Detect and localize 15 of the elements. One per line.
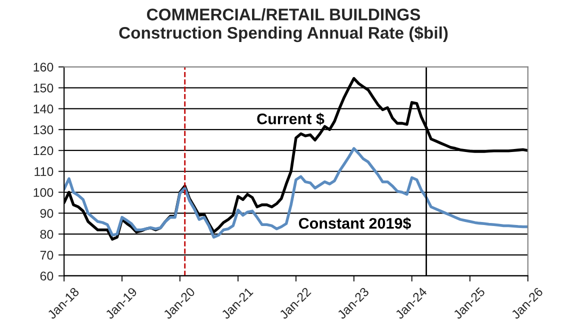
chart-title: COMMERCIAL/RETAIL BUILDINGS Construction Spending Annual Rate ($bil) xyxy=(119,8,448,42)
y-tick-label: 120 xyxy=(34,146,54,156)
y-tick-label: 110 xyxy=(34,167,54,176)
y-tick-label: 70 xyxy=(40,250,54,260)
y-tick-label: 80 xyxy=(40,230,54,239)
series-label: Constant 2019$ xyxy=(298,217,412,230)
y-tick-label: 150 xyxy=(34,84,54,92)
series-label: Current $ xyxy=(257,112,324,126)
y-tick-label: 140 xyxy=(34,104,54,114)
y-tick-label: 90 xyxy=(40,208,54,218)
y-tick-label: 100 xyxy=(34,188,54,197)
line-series xyxy=(64,147,528,239)
y-tick-label: 160 xyxy=(34,62,54,72)
y-tick-label: 130 xyxy=(34,125,54,134)
y-tick-label: 60 xyxy=(40,272,54,280)
